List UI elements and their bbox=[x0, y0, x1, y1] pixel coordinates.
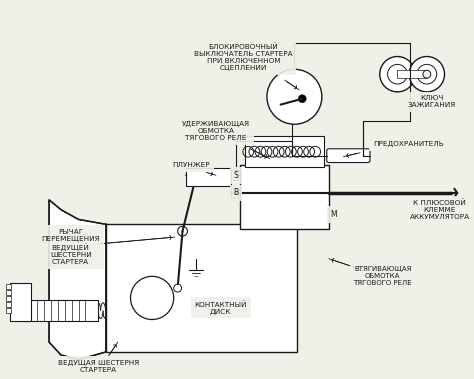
Text: РЫЧАГ
ПЕРЕМЕЩЕНИЯ
ВЕДУЩЕЙ
ШЕСТЕРНИ
СТАРТЕРА: РЫЧАГ ПЕРЕМЕЩЕНИЯ ВЕДУЩЕЙ ШЕСТЕРНИ СТАРТ… bbox=[41, 229, 100, 265]
Circle shape bbox=[417, 64, 437, 84]
Bar bbox=[397, 70, 427, 78]
Circle shape bbox=[380, 56, 415, 92]
FancyBboxPatch shape bbox=[327, 149, 370, 163]
Circle shape bbox=[298, 95, 306, 103]
Circle shape bbox=[388, 64, 407, 84]
Text: B: B bbox=[233, 188, 238, 197]
Bar bbox=[240, 166, 329, 229]
Circle shape bbox=[173, 284, 182, 292]
Bar bbox=[231, 171, 238, 180]
Circle shape bbox=[267, 69, 322, 124]
Text: ПРЕДОХРАНИТЕЛЬ: ПРЕДОХРАНИТЕЛЬ bbox=[373, 141, 444, 147]
Text: УДЕРЖИВАЮЩАЯ
ОБМОТКА
ТЯГОВОГО РЕЛЕ: УДЕРЖИВАЮЩАЯ ОБМОТКА ТЯГОВОГО РЕЛЕ bbox=[182, 121, 250, 141]
Bar bbox=[186, 168, 231, 186]
Circle shape bbox=[423, 70, 431, 78]
Bar bbox=[6, 302, 11, 307]
Bar bbox=[246, 136, 324, 168]
Circle shape bbox=[130, 276, 173, 319]
Polygon shape bbox=[49, 200, 106, 360]
Text: S: S bbox=[234, 171, 238, 180]
Bar bbox=[106, 224, 297, 352]
Bar bbox=[6, 290, 11, 295]
Circle shape bbox=[178, 226, 187, 236]
Bar bbox=[6, 296, 11, 301]
Bar bbox=[6, 284, 11, 289]
Bar bbox=[231, 188, 238, 198]
Bar bbox=[19, 300, 98, 321]
Text: ВТЯГИВАЮЩАЯ
ОБМОТКА
ТЯГОВОГО РЕЛЕ: ВТЯГИВАЮЩАЯ ОБМОТКА ТЯГОВОГО РЕЛЕ bbox=[354, 266, 412, 287]
Text: КЛЮЧ
ЗАЖИГАНИЯ: КЛЮЧ ЗАЖИГАНИЯ bbox=[408, 95, 456, 108]
Text: ВЕДУЩАЯ ШЕСТЕРНЯ
СТАРТЕРА: ВЕДУЩАЯ ШЕСТЕРНЯ СТАРТЕРА bbox=[57, 360, 139, 373]
Text: К ПЛЮСОВОЙ
КЛЕММЕ
АККУМУЛЯТОРА: К ПЛЮСОВОЙ КЛЕММЕ АККУМУЛЯТОРА bbox=[410, 199, 470, 220]
Circle shape bbox=[409, 56, 445, 92]
Text: M: M bbox=[331, 210, 337, 219]
Bar bbox=[10, 283, 31, 321]
Text: БЛОКИРОВОЧНЫЙ
ВЫКЛЮЧАТЕЛЬ СТАРТЕРА
ПРИ ВКЛЮЧЕННОМ
СЦЕПЛЕНИИ: БЛОКИРОВОЧНЫЙ ВЫКЛЮЧАТЕЛЬ СТАРТЕРА ПРИ В… bbox=[194, 44, 292, 71]
Text: КОНТАКТНЫЙ
ДИСК: КОНТАКТНЫЙ ДИСК bbox=[194, 301, 247, 315]
Text: ПЛУНЖЕР: ПЛУНЖЕР bbox=[173, 163, 210, 168]
Bar bbox=[6, 308, 11, 313]
